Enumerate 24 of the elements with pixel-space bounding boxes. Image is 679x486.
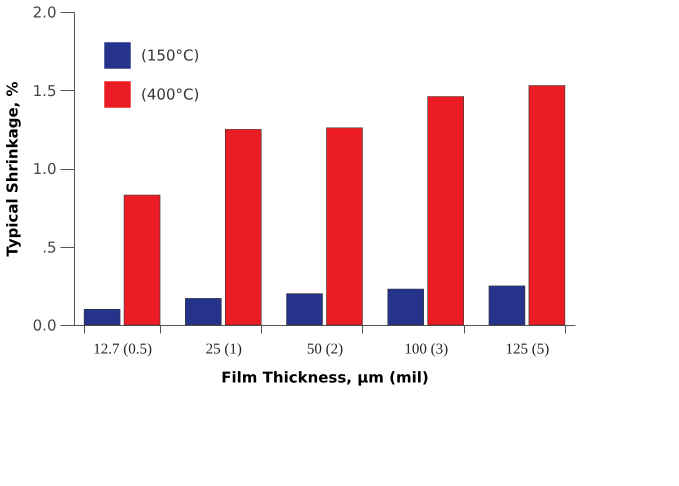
bar [224,129,262,326]
x-axis-title: Film Thickness, µm (mil) [221,368,429,386]
bar [124,194,160,326]
bar [387,288,424,326]
bar [528,85,566,326]
y-tick-label: 2.0 [32,4,56,22]
bar [286,293,323,326]
bar [84,309,120,326]
bar [185,298,222,326]
bar [488,286,526,326]
x-tick-label: 100 (3) [404,342,448,358]
x-tick-label: 25 (1) [206,342,242,358]
bar [326,128,363,326]
y-tick-label: 0.0 [32,316,56,334]
y-tick-label: 1.5 [32,82,56,100]
y-tick-label: .5 [42,238,56,256]
x-tick-label: 50 (2) [306,342,344,358]
x-tick-label: 12.7 (0.5) [93,342,152,358]
legend-label: (400°C) [141,86,200,104]
y-axis-title: Typical Shrinkage, % [4,81,22,257]
bar [427,96,464,326]
y-tick-label: 1.0 [32,160,56,178]
legend-label: (150°C) [141,46,200,64]
x-tick-label: 125 (5) [506,342,550,358]
